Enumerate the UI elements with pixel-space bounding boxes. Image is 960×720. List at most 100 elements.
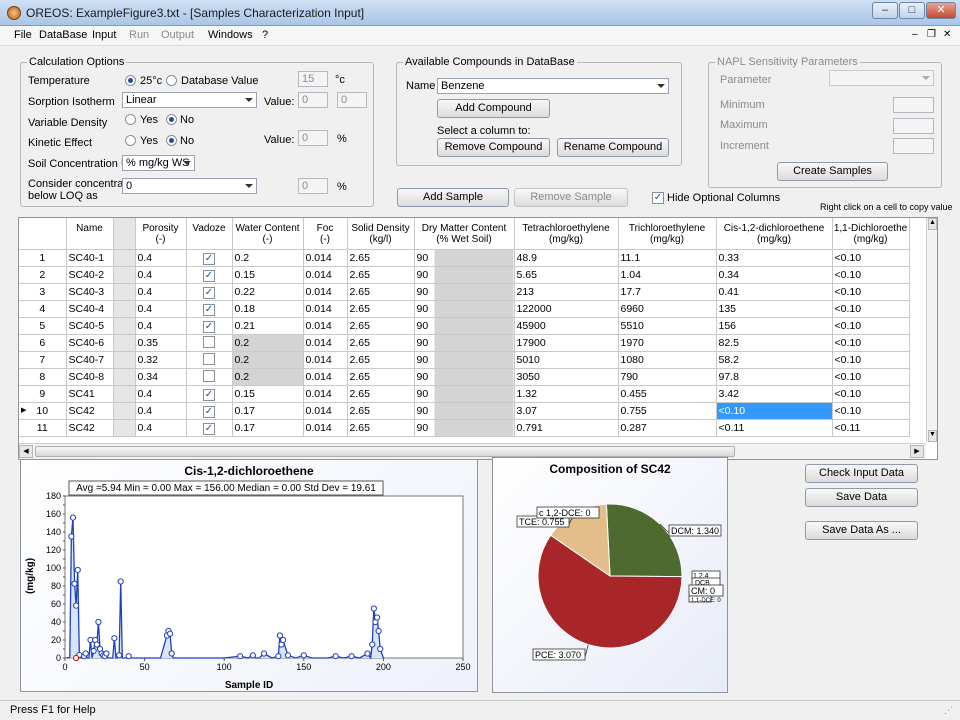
cell-11-dce[interactable]: <0.10 bbox=[832, 249, 910, 267]
cell-porosity[interactable]: 0.35 bbox=[135, 334, 187, 352]
vadoze-checkbox[interactable]: ✓ bbox=[203, 287, 215, 299]
cell-hidden[interactable] bbox=[113, 249, 136, 267]
cell-solid-density[interactable]: 2.65 bbox=[347, 419, 415, 437]
col-dry-matter[interactable]: Dry Matter Content (% Wet Soil) bbox=[414, 218, 515, 250]
cell-pce[interactable]: 3050 bbox=[514, 368, 619, 386]
col-tetrachloroethylene[interactable]: Tetrachloroethylene (mg/kg) bbox=[514, 218, 619, 250]
samples-grid[interactable]: Name Porosity (-) Vadoze Water Content (-)… bbox=[18, 217, 938, 460]
cell-hidden[interactable] bbox=[113, 351, 136, 369]
cell-dry-matter[interactable]: 90 bbox=[414, 266, 515, 284]
table-row[interactable]: 4 SC40-4 0.4 ✓ 0.18 0.014 2.65 90 122000 6960 135 <… bbox=[19, 300, 910, 318]
vadoze-checkbox[interactable] bbox=[203, 370, 215, 382]
cell-water-content[interactable]: 0.2 bbox=[232, 249, 304, 267]
add-compound-button[interactable]: Add Compound bbox=[437, 99, 550, 118]
child-restore-button[interactable]: ❐ bbox=[927, 29, 936, 40]
cell-cis-dce[interactable]: 0.33 bbox=[716, 249, 833, 267]
cell-vadoze[interactable]: ✓ bbox=[186, 283, 233, 301]
table-row[interactable]: 6 SC40-6 0.35 0.2 0.014 2.65 90 17900 1970 82.5 <0… bbox=[19, 334, 910, 352]
cell-tce[interactable]: 1080 bbox=[618, 351, 717, 369]
cell-name[interactable]: SC41 bbox=[66, 385, 114, 403]
cell-name[interactable]: SC40-2 bbox=[66, 266, 114, 284]
cell-11-dce[interactable]: <0.10 bbox=[832, 317, 910, 335]
table-row[interactable]: 11 SC42 0.4 ✓ 0.17 0.014 2.65 90 0.791 0.287 <0.11… bbox=[19, 419, 910, 437]
table-row[interactable]: 7 SC40-7 0.32 0.2 0.014 2.65 90 5010 1080 58.2 <0.… bbox=[19, 351, 910, 369]
close-button[interactable]: ✕ bbox=[926, 2, 956, 19]
vadoze-checkbox[interactable] bbox=[203, 336, 215, 348]
table-row[interactable]: 5 SC40-5 0.4 ✓ 0.21 0.014 2.65 90 45900 5510 156 <0… bbox=[19, 317, 910, 335]
rename-compound-button[interactable]: Rename Compound bbox=[557, 138, 669, 157]
save-data-button[interactable]: Save Data bbox=[805, 488, 918, 507]
cell-name[interactable]: SC40-6 bbox=[66, 334, 114, 352]
add-sample-button[interactable]: Add Sample bbox=[397, 188, 509, 207]
cell-water-content[interactable]: 0.15 bbox=[232, 385, 304, 403]
vadoze-checkbox[interactable]: ✓ bbox=[203, 423, 215, 435]
cell-solid-density[interactable]: 2.65 bbox=[347, 368, 415, 386]
temperature-input[interactable]: 15 bbox=[298, 71, 328, 87]
cell-name[interactable]: SC40-3 bbox=[66, 283, 114, 301]
cell-porosity[interactable]: 0.4 bbox=[135, 300, 187, 318]
cell-hidden[interactable] bbox=[113, 317, 136, 335]
cell-solid-density[interactable]: 2.65 bbox=[347, 351, 415, 369]
cell-tce[interactable]: 0.755 bbox=[618, 402, 717, 420]
cell-tce[interactable]: 1.04 bbox=[618, 266, 717, 284]
cell-porosity[interactable]: 0.4 bbox=[135, 419, 187, 437]
cell-hidden[interactable] bbox=[113, 283, 136, 301]
col-name[interactable]: Name bbox=[66, 218, 114, 250]
cell-solid-density[interactable]: 2.65 bbox=[347, 317, 415, 335]
temp-25-radio[interactable] bbox=[125, 75, 136, 86]
cell-vadoze[interactable]: ✓ bbox=[186, 402, 233, 420]
cell-hidden[interactable] bbox=[113, 266, 136, 284]
cell-dry-matter[interactable]: 90 bbox=[414, 351, 515, 369]
scroll-down-icon[interactable]: ▼ bbox=[928, 430, 937, 442]
sorption-select[interactable]: Linear bbox=[122, 92, 257, 108]
cell-11-dce[interactable]: <0.10 bbox=[832, 283, 910, 301]
menu-windows[interactable]: Windows bbox=[208, 29, 253, 41]
cell-solid-density[interactable]: 2.65 bbox=[347, 300, 415, 318]
vadoze-checkbox[interactable]: ✓ bbox=[203, 321, 215, 333]
resize-grip-icon[interactable]: ⋰ bbox=[944, 705, 953, 715]
cell-cis-dce[interactable]: 135 bbox=[716, 300, 833, 318]
cell-water-content[interactable]: 0.2 bbox=[232, 351, 304, 369]
cell-tce[interactable]: 11.1 bbox=[618, 249, 717, 267]
cell-foc[interactable]: 0.014 bbox=[303, 249, 348, 267]
cell-tce[interactable]: 5510 bbox=[618, 317, 717, 335]
child-minimize-button[interactable]: – bbox=[912, 29, 918, 40]
cell-vadoze[interactable]: ✓ bbox=[186, 249, 233, 267]
cell-11-dce[interactable]: <0.10 bbox=[832, 402, 910, 420]
cell-porosity[interactable]: 0.34 bbox=[135, 368, 187, 386]
cell-foc[interactable]: 0.014 bbox=[303, 266, 348, 284]
cell-water-content[interactable]: 0.21 bbox=[232, 317, 304, 335]
cell-pce[interactable]: 213 bbox=[514, 283, 619, 301]
cell-foc[interactable]: 0.014 bbox=[303, 402, 348, 420]
cell-11-dce[interactable]: <0.10 bbox=[832, 300, 910, 318]
temp-database-radio[interactable] bbox=[166, 75, 177, 86]
loq-value-input[interactable]: 0 bbox=[298, 178, 328, 194]
cell-vadoze[interactable]: ✓ bbox=[186, 385, 233, 403]
cell-hidden[interactable] bbox=[113, 300, 136, 318]
menu-help[interactable]: ? bbox=[262, 29, 269, 41]
cell-porosity[interactable]: 0.4 bbox=[135, 266, 187, 284]
cell-name[interactable]: SC40-5 bbox=[66, 317, 114, 335]
cell-solid-density[interactable]: 2.65 bbox=[347, 385, 415, 403]
cell-dry-matter[interactable]: 90 bbox=[414, 334, 515, 352]
cell-cis-dce[interactable]: 156 bbox=[716, 317, 833, 335]
hide-optional-checkbox[interactable]: ✓ bbox=[652, 192, 664, 204]
col-cis-dce[interactable]: Cis-1,2-dichloroethene (mg/kg) bbox=[716, 218, 833, 250]
cell-foc[interactable]: 0.014 bbox=[303, 351, 348, 369]
col-foc[interactable]: Foc (-) bbox=[303, 218, 348, 250]
table-row[interactable]: 3 SC40-3 0.4 ✓ 0.22 0.014 2.65 90 213 17.7 0.41 <0.… bbox=[19, 283, 910, 301]
cell-foc[interactable]: 0.014 bbox=[303, 334, 348, 352]
cell-hidden[interactable] bbox=[113, 402, 136, 420]
grid-vertical-scrollbar[interactable]: ▲ ▼ bbox=[926, 218, 937, 442]
cell-solid-density[interactable]: 2.65 bbox=[347, 283, 415, 301]
cell-dry-matter[interactable]: 90 bbox=[414, 317, 515, 335]
cell-pce[interactable]: 5010 bbox=[514, 351, 619, 369]
cell-solid-density[interactable]: 2.65 bbox=[347, 266, 415, 284]
cell-cis-dce[interactable]: 58.2 bbox=[716, 351, 833, 369]
vadoze-checkbox[interactable] bbox=[203, 353, 215, 365]
vadoze-checkbox[interactable]: ✓ bbox=[203, 304, 215, 316]
cell-pce[interactable]: 122000 bbox=[514, 300, 619, 318]
cell-water-content[interactable]: 0.17 bbox=[232, 419, 304, 437]
child-close-button[interactable]: ✕ bbox=[943, 29, 952, 40]
cell-cis-dce[interactable]: <0.11 bbox=[716, 419, 833, 437]
